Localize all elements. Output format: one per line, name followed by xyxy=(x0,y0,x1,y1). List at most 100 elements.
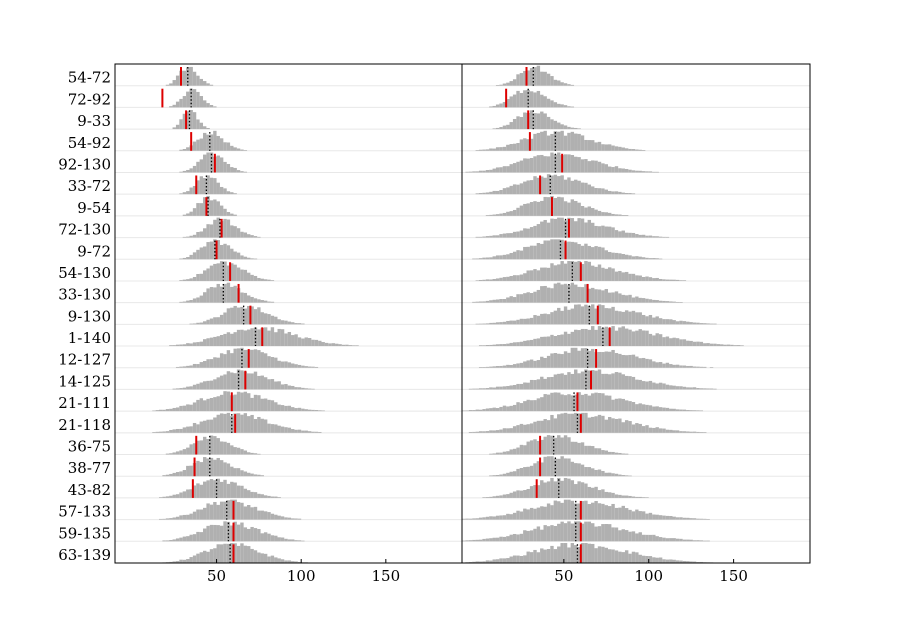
histogram-bar xyxy=(533,67,537,86)
histogram-bar xyxy=(604,351,608,368)
histogram-bar xyxy=(675,279,680,281)
histogram-bar xyxy=(199,382,204,390)
histogram-bar xyxy=(509,144,513,151)
histogram-bar xyxy=(591,247,595,260)
histogram-bar xyxy=(226,391,231,412)
histogram-bar xyxy=(533,245,537,260)
histogram-bar xyxy=(230,466,234,477)
histogram-bar xyxy=(587,329,592,347)
histogram-bar xyxy=(489,344,493,347)
histogram-bar xyxy=(529,293,534,303)
histogram-bar xyxy=(655,383,659,390)
histogram-row xyxy=(462,499,810,521)
histogram-bar xyxy=(580,482,585,498)
histogram-bar xyxy=(604,144,608,151)
histogram-bar xyxy=(689,431,693,433)
histogram-bar xyxy=(192,363,197,368)
histogram-bar xyxy=(506,297,510,303)
histogram-bar xyxy=(533,269,537,281)
histogram-bar xyxy=(230,445,234,455)
histogram-bar xyxy=(560,130,564,151)
histogram-bar xyxy=(567,478,571,498)
histogram-bar xyxy=(189,426,193,433)
histogram-bar xyxy=(495,235,500,238)
histogram-bar xyxy=(475,561,479,563)
histogram-bar xyxy=(648,534,653,542)
histogram-bar xyxy=(662,236,666,238)
histogram-bar xyxy=(587,261,592,281)
histogram-bar xyxy=(645,425,649,433)
histogram-bar xyxy=(472,518,476,520)
histogram-row xyxy=(462,477,810,499)
histogram-bar xyxy=(682,321,687,325)
histogram-bar xyxy=(536,552,541,563)
histogram-bar xyxy=(567,241,571,260)
histogram-bar xyxy=(226,500,231,520)
histogram-bar xyxy=(557,217,561,238)
histogram-bar xyxy=(567,132,571,151)
histogram-bar xyxy=(686,321,690,325)
histogram-bar xyxy=(253,453,258,455)
histogram-bar xyxy=(594,469,598,477)
histogram-bar xyxy=(584,159,588,173)
histogram-bar xyxy=(689,340,693,347)
histogram-bar xyxy=(540,356,544,368)
histogram-bar xyxy=(186,300,190,303)
histogram-bar xyxy=(553,131,558,151)
histogram-bar xyxy=(199,138,204,151)
histogram-bar xyxy=(557,196,561,216)
histogram-bar xyxy=(495,474,500,477)
histogram-bar xyxy=(263,495,268,498)
histogram-bar xyxy=(631,170,636,173)
histogram-bar xyxy=(570,395,575,412)
histogram-bar xyxy=(529,359,534,368)
histogram-bar xyxy=(304,409,308,412)
histogram-bar xyxy=(611,268,615,281)
histogram-bar xyxy=(737,345,741,347)
histogram-bar xyxy=(546,287,551,303)
histogram-bar xyxy=(495,344,500,347)
histogram-bar xyxy=(577,330,581,347)
histogram-bar xyxy=(618,418,622,433)
histogram-bar xyxy=(209,105,214,108)
histogram-bar xyxy=(196,553,200,563)
histogram-bar xyxy=(574,521,578,542)
histogram-bar xyxy=(692,341,697,347)
histogram-bar xyxy=(591,186,595,195)
histogram-bar xyxy=(546,98,551,108)
histogram-bar xyxy=(274,424,278,433)
histogram-bar xyxy=(563,201,568,216)
row-label: 9-130 xyxy=(68,307,111,325)
histogram-bar xyxy=(533,485,537,498)
histogram-bar xyxy=(318,410,322,412)
histogram-bar xyxy=(512,512,517,520)
histogram-bar xyxy=(560,456,564,477)
histogram-bar xyxy=(230,307,234,325)
histogram-bar xyxy=(291,429,295,433)
histogram-bar xyxy=(263,419,268,433)
histogram-bar xyxy=(509,342,513,347)
histogram-bar xyxy=(226,332,231,347)
histogram-bar xyxy=(485,257,490,260)
histogram-bar xyxy=(213,219,217,238)
histogram-bar xyxy=(523,555,527,563)
histogram-bar xyxy=(655,316,659,325)
histogram-bar xyxy=(243,308,248,325)
histogram-row xyxy=(115,282,462,304)
histogram-bar xyxy=(506,233,510,238)
histogram-bar xyxy=(733,345,738,347)
histogram-bar xyxy=(624,328,629,347)
histogram-bar xyxy=(611,167,615,173)
histogram-bar xyxy=(652,382,656,390)
histogram-bar xyxy=(665,407,670,412)
histogram-bar xyxy=(179,515,183,520)
histogram-bar xyxy=(601,225,605,238)
histogram-bar xyxy=(536,201,541,216)
histogram-bar xyxy=(179,258,183,260)
histogram-bar xyxy=(675,301,680,303)
histogram-bar xyxy=(526,441,530,455)
histogram-bar xyxy=(226,282,231,303)
histogram-bar xyxy=(628,193,632,195)
histogram-bar xyxy=(489,191,493,195)
histogram-bar xyxy=(675,560,680,563)
